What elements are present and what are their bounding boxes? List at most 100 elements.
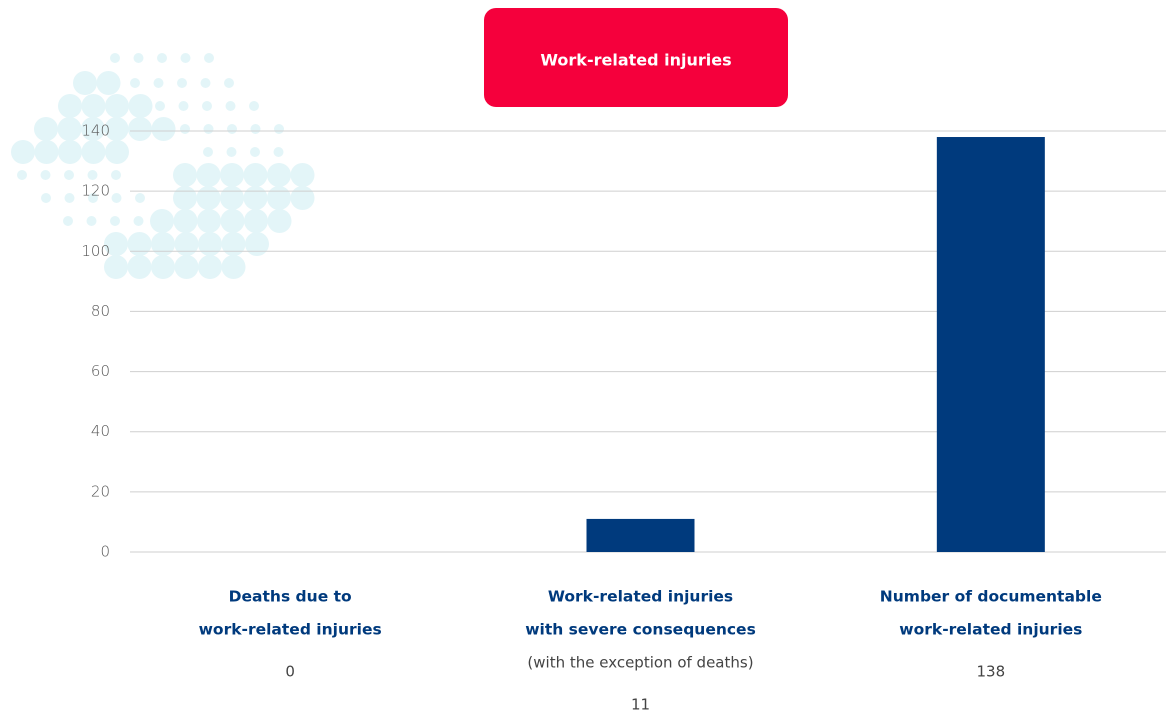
x-tick-label: Work-related injuries — [548, 588, 733, 606]
decor-dot — [291, 163, 315, 187]
decor-dot — [110, 216, 120, 226]
decor-dot — [197, 209, 221, 233]
decor-dot — [274, 124, 284, 134]
decor-dot — [63, 216, 73, 226]
decor-dot — [245, 232, 269, 256]
bar — [587, 519, 695, 552]
decor-dot — [128, 255, 152, 279]
decor-dot — [267, 186, 291, 210]
decor-dot — [244, 186, 268, 210]
decor-dot — [41, 170, 51, 180]
decor-dot — [58, 117, 82, 141]
decor-dot — [135, 193, 145, 203]
decor-dot — [128, 232, 152, 256]
decoration — [11, 53, 315, 279]
value-label: 0 — [285, 663, 295, 681]
decor-dot — [274, 147, 284, 157]
decor-dot — [226, 101, 236, 111]
decor-dot — [105, 94, 129, 118]
decor-dot — [87, 216, 97, 226]
decor-dot — [291, 186, 315, 210]
decor-dot — [198, 255, 222, 279]
x-tick-label: Number of documentable — [880, 588, 1102, 606]
decor-dot — [134, 53, 144, 63]
decor-dot — [73, 71, 97, 95]
decor-dot — [105, 140, 129, 164]
chart: Work-related injuries 0 20 40 60 80 100 120 140… — [0, 0, 1166, 713]
decor-dot — [41, 193, 51, 203]
decor-dot — [157, 53, 167, 63]
decor-dot — [177, 78, 187, 88]
y-tick-label: 40 — [91, 422, 110, 440]
y-tick-label: 140 — [81, 122, 110, 140]
value-label: 138 — [977, 663, 1006, 681]
decor-dot — [155, 101, 165, 111]
decor-dot — [82, 94, 106, 118]
decor-dot — [179, 101, 189, 111]
decor-dot — [224, 78, 234, 88]
decor-dot — [152, 117, 176, 141]
decor-dot — [129, 94, 153, 118]
decor-dot — [204, 53, 214, 63]
decor-dot — [220, 186, 244, 210]
decor-dot — [244, 163, 268, 187]
decor-dot — [220, 163, 244, 187]
decor-dot — [201, 78, 211, 88]
decor-dot — [222, 232, 246, 256]
decor-dot — [173, 163, 197, 187]
decor-dot — [173, 186, 197, 210]
decor-dot — [251, 124, 261, 134]
x-tick-label: work-related injuries — [899, 621, 1082, 639]
decor-dot — [175, 255, 199, 279]
bar — [937, 137, 1045, 552]
decor-dot — [112, 193, 122, 203]
decor-dot — [111, 170, 121, 180]
decor-dot — [58, 140, 82, 164]
decor-dot — [97, 71, 121, 95]
decor-dot — [58, 94, 82, 118]
decor-dot — [181, 53, 191, 63]
decor-dot — [203, 147, 213, 157]
decor-dot — [268, 209, 292, 233]
y-tick-label: 20 — [91, 482, 110, 500]
decor-dot — [227, 124, 237, 134]
decor-dot — [222, 255, 246, 279]
decor-dot — [204, 124, 214, 134]
chart-title: Work-related injuries — [540, 51, 731, 70]
decor-dot — [110, 53, 120, 63]
decor-dot — [250, 147, 260, 157]
x-tick-label: with severe consequences — [525, 621, 756, 639]
decor-dot — [197, 163, 221, 187]
decor-dot — [202, 101, 212, 111]
category-note: (with the exception of deaths) — [527, 654, 753, 672]
decor-dot — [151, 255, 175, 279]
decor-dot — [174, 209, 198, 233]
decor-dot — [175, 232, 199, 256]
decor-dot — [35, 140, 59, 164]
decor-dot — [128, 117, 152, 141]
decor-dot — [198, 232, 222, 256]
decor-dot — [249, 101, 259, 111]
decor-dot — [134, 216, 144, 226]
decor-dot — [154, 78, 164, 88]
y-tick-label: 100 — [81, 242, 110, 260]
decor-dot — [65, 193, 75, 203]
y-tick-label: 120 — [81, 182, 110, 200]
decor-dot — [88, 170, 98, 180]
decor-dot — [150, 209, 174, 233]
decor-dot — [17, 170, 27, 180]
decor-dot — [180, 124, 190, 134]
decor-dot — [221, 209, 245, 233]
decor-dot — [197, 186, 221, 210]
y-tick-label: 80 — [91, 302, 110, 320]
x-tick-label: Deaths due to — [229, 588, 352, 606]
decor-dot — [11, 140, 35, 164]
x-tick-label: work-related injuries — [199, 621, 382, 639]
value-label: 11 — [631, 696, 650, 713]
y-tick-label: 60 — [91, 362, 110, 380]
decor-dot — [64, 170, 74, 180]
y-tick-label: 0 — [100, 543, 110, 561]
decor-dot — [244, 209, 268, 233]
decor-dot — [130, 78, 140, 88]
decor-dot — [227, 147, 237, 157]
